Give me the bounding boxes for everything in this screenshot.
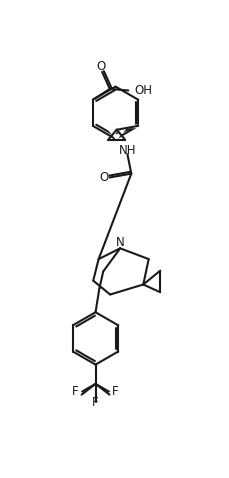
Text: O: O bbox=[99, 171, 109, 184]
Text: F: F bbox=[72, 385, 79, 398]
Text: OH: OH bbox=[134, 84, 152, 97]
Text: NH: NH bbox=[118, 144, 136, 157]
Text: O: O bbox=[95, 60, 105, 73]
Text: N: N bbox=[115, 236, 124, 249]
Text: F: F bbox=[112, 385, 118, 398]
Text: F: F bbox=[92, 396, 98, 409]
